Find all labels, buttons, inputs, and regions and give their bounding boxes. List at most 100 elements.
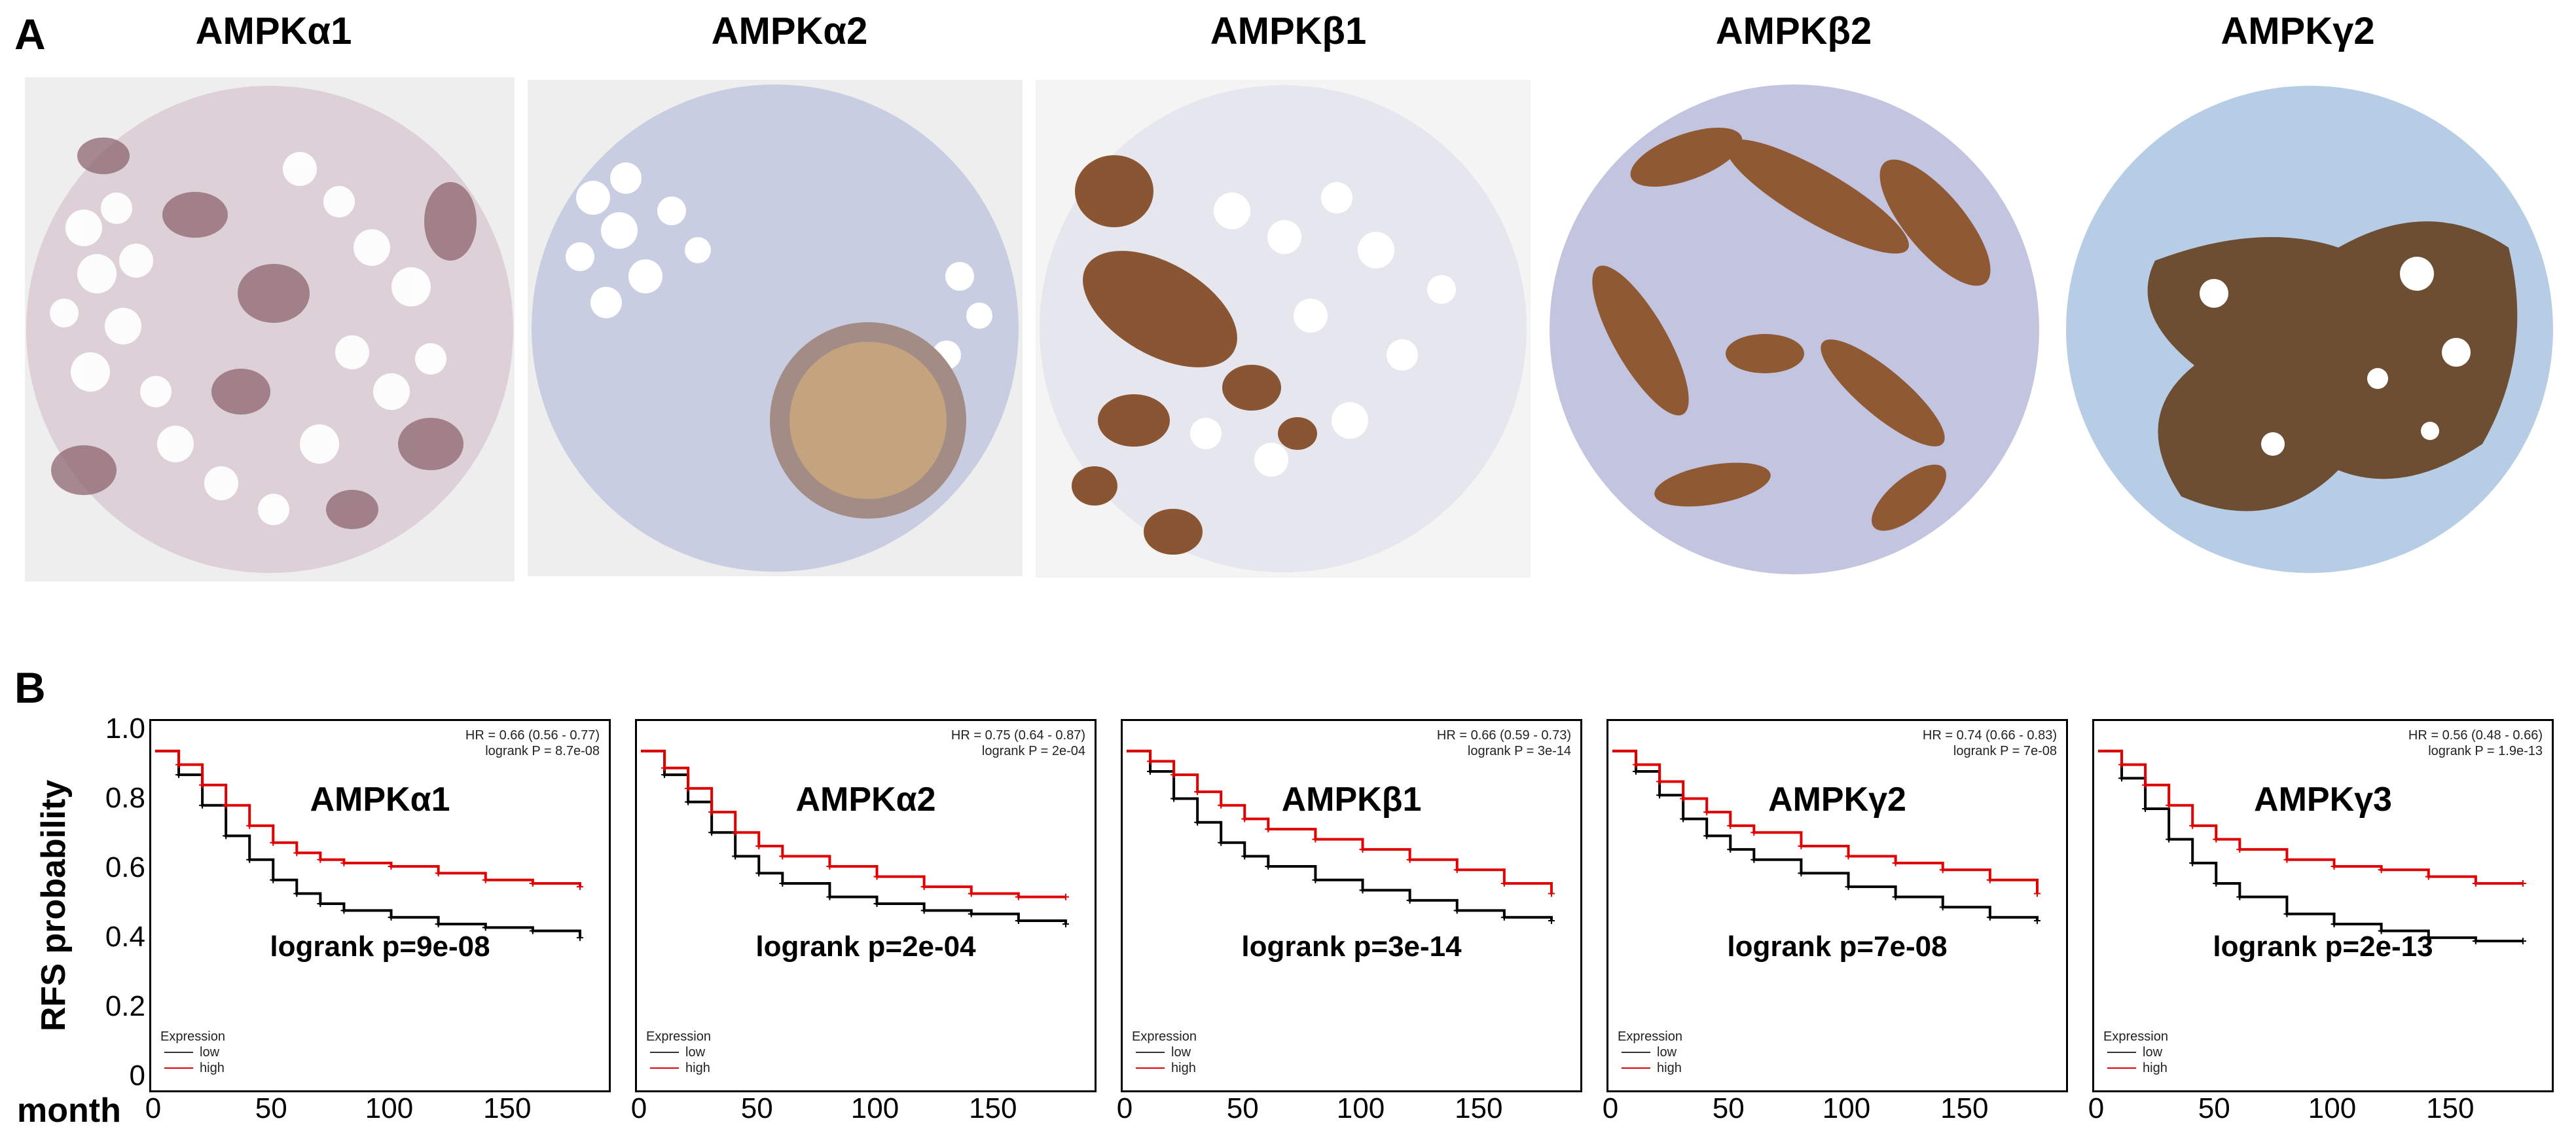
censor-mark (2283, 910, 2291, 917)
km-curves (155, 749, 583, 941)
censor-mark (175, 771, 183, 779)
x-tick-label: 100 (1336, 1092, 1385, 1124)
hazard-ratio-text: HR = 0.74 (0.66 - 0.83) logrank P = 7e-08 (1922, 728, 2057, 758)
km-plot-1: HR = 0.66 (0.56 - 0.77) logrank P = 8.7e-… (149, 719, 611, 1092)
censor-mark (755, 842, 763, 849)
plot-gene-title: AMPKγ3 (2254, 781, 2392, 819)
censor-mark (2213, 879, 2220, 887)
hazard-ratio-text: HR = 0.66 (0.56 - 0.77) logrank P = 8.7e-… (465, 728, 600, 758)
legend-title: Expression (1618, 1029, 1682, 1044)
censor-mark (576, 883, 583, 891)
censor-mark (779, 879, 786, 887)
censor-mark (755, 870, 763, 877)
censor-mark (246, 856, 253, 863)
legend: Expression low high (646, 1029, 711, 1076)
y-tick-label: 1.0 (105, 712, 145, 745)
x-tick-label: 50 (255, 1092, 287, 1124)
censor-mark (968, 910, 975, 917)
censor-mark (293, 849, 300, 857)
censor-mark (2236, 893, 2243, 900)
censor-mark (708, 829, 716, 836)
legend-title: Expression (646, 1029, 711, 1044)
censor-mark (1727, 846, 1734, 853)
x-tick-label: 50 (2198, 1092, 2230, 1124)
censor-mark (968, 890, 975, 897)
censor-mark (1680, 795, 1687, 802)
plot-gene-title: AMPKβ1 (1281, 781, 1422, 819)
x-tick-label: 100 (850, 1092, 899, 1124)
censor-mark (2213, 836, 2220, 843)
y-tick-label: 0 (129, 1060, 145, 1092)
km-curves (2098, 749, 2526, 945)
legend-high: high (685, 1061, 710, 1075)
censor-mark (2118, 761, 2126, 768)
censor-mark (1170, 771, 1178, 779)
panel-b-letter: B (14, 663, 46, 712)
censor-mark (1548, 917, 1555, 924)
km-plot-5: HR = 0.56 (0.48 - 0.66) logrank P = 1.9e-… (2092, 719, 2554, 1092)
ihc-image-ampk-b1 (1036, 80, 1531, 578)
x-tick-label: 0 (1116, 1092, 1133, 1124)
x-tick-label: 100 (365, 1092, 414, 1124)
legend: Expression low high (160, 1029, 225, 1076)
x-tick-label: 0 (2088, 1092, 2105, 1124)
censor-mark (223, 832, 230, 840)
censor-mark (175, 761, 183, 768)
censor-mark (482, 876, 489, 883)
censor-mark (779, 853, 786, 860)
censor-mark (1194, 819, 1201, 826)
censor-mark (1218, 839, 1225, 846)
censor-mark (1015, 893, 1022, 900)
censor-mark (435, 870, 442, 877)
censor-mark (1656, 792, 1663, 799)
censor-mark (1548, 890, 1555, 897)
censor-mark (340, 859, 348, 866)
censor-mark (1406, 896, 1413, 904)
censor-mark (1703, 832, 1711, 840)
ihc-image-ampk-a2 (528, 80, 1023, 576)
censor-mark (1265, 826, 1272, 833)
censor-mark (1062, 893, 1069, 900)
censor-mark (732, 853, 739, 860)
legend: Expression low high (1618, 1029, 1682, 1076)
y-tick-label: 0.8 (105, 782, 145, 814)
logrank-label: logrank p=9e-08 (270, 931, 490, 963)
y-axis-label: RFS probability (35, 779, 73, 1031)
censor-mark (1170, 795, 1178, 802)
legend-high: high (200, 1061, 225, 1075)
censor-mark (1453, 866, 1460, 874)
censor-mark (1633, 767, 1640, 775)
censor-mark (1359, 887, 1366, 894)
censor-mark (1727, 822, 1734, 829)
logrank-label: logrank p=7e-08 (1727, 931, 1948, 963)
censor-mark (1656, 778, 1663, 785)
censor-mark (1312, 836, 1319, 843)
censor-mark (1633, 761, 1640, 768)
ihc-title-ampk-b2: AMPKβ2 (1715, 10, 1872, 52)
x-tick-label: 150 (1455, 1092, 1503, 1124)
censor-mark (2118, 775, 2126, 782)
censor-mark (2378, 866, 2385, 874)
legend-low: low (2143, 1045, 2163, 1060)
legend-title: Expression (1132, 1029, 1197, 1044)
censor-mark (1680, 815, 1687, 823)
censor-mark (1751, 856, 1758, 863)
censor-mark (2236, 846, 2243, 853)
censor-mark (1500, 879, 1508, 887)
km-curve-high (2098, 749, 2523, 885)
censor-mark (2033, 917, 2041, 924)
censor-mark (1939, 904, 1946, 911)
censor-mark (920, 907, 928, 914)
censor-mark (2283, 856, 2291, 863)
legend-title: Expression (2103, 1029, 2168, 1044)
panel-a-letter: A (14, 10, 46, 58)
censor-mark (1986, 914, 1993, 921)
censor-mark (685, 798, 692, 805)
censor-mark (1453, 907, 1460, 914)
censor-mark (920, 883, 928, 891)
censor-mark (2166, 802, 2173, 809)
ihc-image-ampk-g2 (2063, 77, 2556, 582)
censor-mark (1406, 856, 1413, 863)
ihc-image-ampk-b2 (1542, 79, 2046, 580)
censor-mark (1241, 853, 1248, 860)
